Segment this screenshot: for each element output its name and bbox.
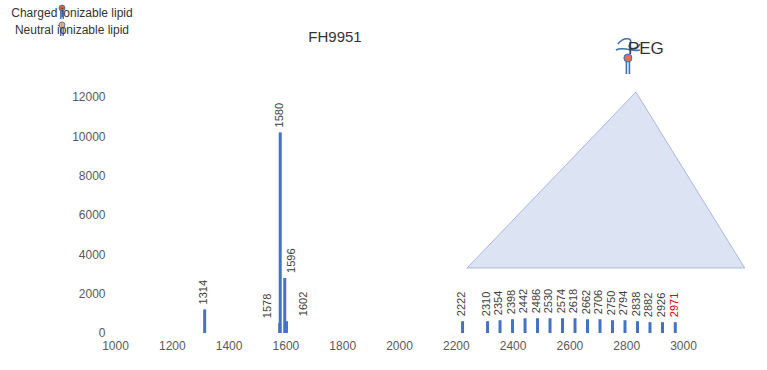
svg-text:2398: 2398 [505, 290, 517, 314]
svg-text:1200: 1200 [159, 339, 186, 353]
svg-text:2400: 2400 [500, 339, 527, 353]
svg-text:2310: 2310 [480, 292, 492, 316]
svg-text:2618: 2618 [567, 289, 579, 313]
svg-text:FH9951: FH9951 [308, 28, 361, 45]
svg-text:4000: 4000 [79, 248, 106, 262]
svg-text:2000: 2000 [79, 287, 106, 301]
svg-text:1800: 1800 [329, 339, 356, 353]
svg-text:2222: 2222 [455, 292, 467, 316]
svg-text:Charged ionizable lipid: Charged ionizable lipid [11, 6, 132, 20]
svg-text:PEG: PEG [628, 39, 664, 58]
svg-text:Neutral ionizable lipid: Neutral ionizable lipid [15, 23, 129, 37]
svg-text:2882: 2882 [642, 293, 654, 317]
svg-text:2354: 2354 [492, 291, 504, 315]
svg-text:1578: 1578 [261, 294, 273, 318]
svg-text:1602: 1602 [297, 292, 309, 316]
svg-text:2750: 2750 [605, 291, 617, 315]
svg-text:2794: 2794 [617, 291, 629, 315]
svg-text:6000: 6000 [79, 208, 106, 222]
svg-text:1580: 1580 [273, 103, 285, 127]
svg-text:1314: 1314 [197, 280, 209, 304]
svg-text:1000: 1000 [102, 339, 129, 353]
svg-text:1400: 1400 [216, 339, 243, 353]
svg-text:2926: 2926 [655, 293, 667, 317]
svg-text:1600: 1600 [273, 339, 300, 353]
svg-text:10000: 10000 [72, 130, 106, 144]
svg-text:1596: 1596 [285, 248, 297, 272]
svg-text:2442: 2442 [517, 289, 529, 313]
svg-text:12000: 12000 [72, 90, 106, 104]
svg-text:2706: 2706 [592, 290, 604, 314]
svg-text:2838: 2838 [630, 292, 642, 316]
svg-text:8000: 8000 [79, 169, 106, 183]
svg-text:2000: 2000 [386, 339, 413, 353]
svg-text:2662: 2662 [580, 290, 592, 314]
svg-text:2200: 2200 [443, 339, 470, 353]
svg-text:2574: 2574 [555, 289, 567, 313]
svg-text:2971: 2971 [668, 293, 680, 317]
svg-text:0: 0 [98, 326, 106, 341]
svg-text:2800: 2800 [613, 339, 640, 353]
svg-text:2600: 2600 [557, 339, 584, 353]
svg-text:2530: 2530 [542, 289, 554, 313]
svg-text:2486: 2486 [530, 289, 542, 313]
svg-text:3000: 3000 [670, 339, 697, 353]
